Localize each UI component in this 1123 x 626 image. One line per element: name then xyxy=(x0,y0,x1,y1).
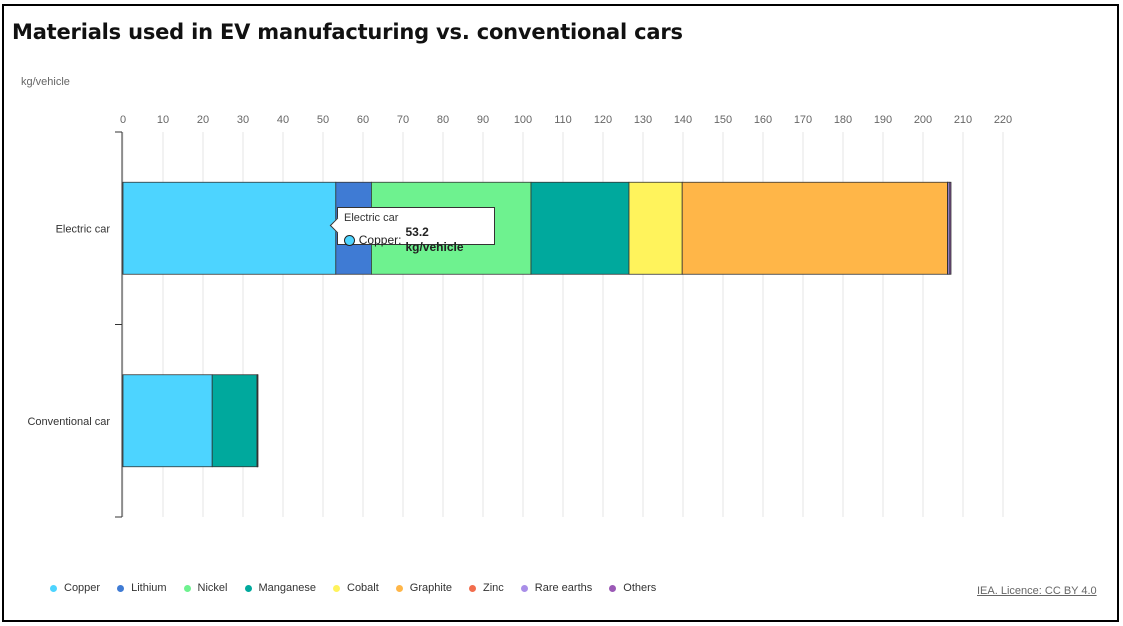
x-tick-label: 80 xyxy=(437,114,449,126)
bar-segment[interactable] xyxy=(211,374,258,468)
x-tick-label: 100 xyxy=(514,114,532,126)
x-tick-label: 170 xyxy=(794,114,812,126)
legend-dot xyxy=(333,584,340,592)
legend-label: Graphite xyxy=(409,582,452,594)
x-tick-label: 190 xyxy=(874,114,892,126)
legend-dot xyxy=(50,584,57,592)
tooltip: Electric car Copper: 53.2 kg/vehicle xyxy=(337,207,495,254)
legend-label: Manganese xyxy=(258,582,317,594)
x-tick-label: 180 xyxy=(834,114,852,126)
bar-segment[interactable] xyxy=(949,181,952,275)
legend-dot xyxy=(609,584,617,592)
y-axis: Electric car Conventional car xyxy=(27,131,123,518)
x-tick-label: 10 xyxy=(157,114,169,126)
bar-segment[interactable] xyxy=(256,374,259,468)
legend-item[interactable]: Zinc xyxy=(469,582,504,594)
x-tick-label: 40 xyxy=(277,114,289,126)
legend-dot xyxy=(244,584,252,592)
x-tick-label: 90 xyxy=(477,114,489,126)
x-tick-label: 150 xyxy=(714,114,732,126)
legend-label: Lithium xyxy=(131,582,167,594)
legend: Copper Lithium Nickel Manganese Cobalt Graphi… xyxy=(50,582,673,594)
bar-segment[interactable] xyxy=(122,181,337,275)
tooltip-series-name: Copper: xyxy=(358,232,402,247)
x-tick-label: 70 xyxy=(397,114,409,126)
x-tick-label: 210 xyxy=(954,114,972,126)
legend-dot xyxy=(117,584,125,592)
x-tick-label: 50 xyxy=(317,114,329,126)
legend-label: Others xyxy=(623,582,657,594)
credit-link[interactable]: IEA. Licence: CC BY 4.0 xyxy=(977,585,1097,597)
bar-segment[interactable] xyxy=(628,181,683,275)
x-tick-label: 140 xyxy=(674,114,692,126)
legend-label: Nickel xyxy=(197,582,228,594)
bar-segment[interactable] xyxy=(681,181,948,275)
x-tick-label: 200 xyxy=(914,114,932,126)
legend-label: Cobalt xyxy=(347,582,379,594)
tooltip-series-dot xyxy=(344,234,355,246)
legend-dot xyxy=(395,584,403,592)
y-category-label: Electric car xyxy=(56,223,111,235)
legend-item[interactable]: Lithium xyxy=(117,582,167,594)
legend-item[interactable]: Cobalt xyxy=(333,582,379,594)
legend-dot xyxy=(469,584,476,592)
x-tick-label: 60 xyxy=(357,114,369,126)
legend-label: Rare earths xyxy=(534,582,593,594)
legend-item[interactable]: Rare earths xyxy=(520,582,593,594)
x-axis-ticks: 0 10 20 30 40 50 60 70 80 90 100 110 120 130 140 150 160… xyxy=(120,114,1012,126)
legend-label: Copper xyxy=(64,582,101,594)
legend-item[interactable]: Nickel xyxy=(183,582,228,594)
legend-item[interactable]: Others xyxy=(609,582,656,594)
bars xyxy=(122,181,952,468)
legend-label: Zinc xyxy=(483,582,504,594)
legend-dot xyxy=(520,584,528,592)
bar-segment[interactable] xyxy=(530,181,630,275)
bar-segment[interactable] xyxy=(122,374,213,468)
x-tick-label: 30 xyxy=(237,114,249,126)
chart-title: Materials used in EV manufacturing vs. c… xyxy=(12,20,683,44)
tooltip-row: Copper: 53.2 kg/vehicle xyxy=(344,225,488,255)
legend-dot xyxy=(183,584,191,592)
tooltip-category: Electric car xyxy=(344,212,399,224)
x-tick-label: 0 xyxy=(120,114,126,126)
y-category-label: Conventional car xyxy=(27,416,110,428)
tooltip-value: 53.2 kg/vehicle xyxy=(405,225,464,254)
x-tick-label: 220 xyxy=(994,114,1012,126)
x-tick-label: 20 xyxy=(197,114,209,126)
unit-label: kg/vehicle xyxy=(21,76,70,88)
legend-item[interactable]: Copper xyxy=(50,582,100,594)
legend-item[interactable]: Graphite xyxy=(395,582,452,594)
x-tick-label: 120 xyxy=(594,114,612,126)
x-tick-label: 160 xyxy=(754,114,772,126)
chart-frame xyxy=(2,4,1119,622)
legend-item[interactable]: Manganese xyxy=(244,582,317,594)
x-tick-label: 110 xyxy=(554,114,572,126)
x-tick-label: 130 xyxy=(634,114,652,126)
